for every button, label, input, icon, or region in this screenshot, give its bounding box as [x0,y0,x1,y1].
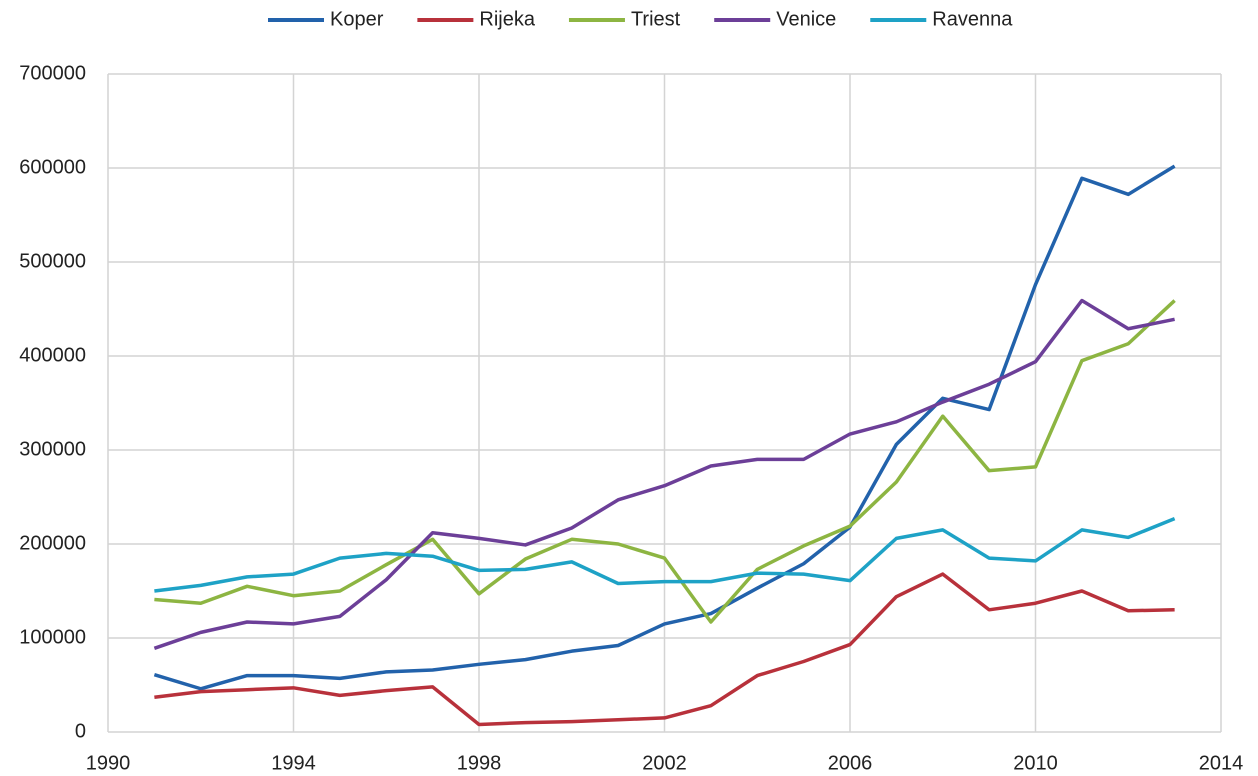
y-tick-label: 700000 [19,62,86,84]
x-tick-label: 2014 [1199,752,1244,774]
legend-label: Koper [330,8,384,30]
series-line [153,298,1175,650]
y-tick-label: 500000 [19,250,86,272]
legend-label: Venice [776,8,836,30]
y-tick-label: 100000 [19,626,86,648]
legend-label: Rijeka [479,8,535,30]
series-line [153,164,1176,691]
y-tick-label: 200000 [19,532,86,554]
series-line [154,572,1175,727]
x-tick-label: 2006 [828,752,873,774]
x-tick-label: 1998 [457,752,502,774]
series-line [154,299,1176,624]
legend-label: Ravenna [932,8,1013,30]
y-tick-label: 400000 [19,344,86,366]
series-line [154,516,1176,593]
x-tick-label: 2010 [1013,752,1058,774]
x-tick-label: 1990 [86,752,131,774]
x-tick-label: 1994 [271,752,316,774]
y-tick-label: 600000 [19,156,86,178]
y-tick-label: 300000 [19,438,86,460]
legend-label: Triest [631,8,681,30]
y-tick-label: 0 [75,720,86,742]
x-tick-label: 2002 [642,752,687,774]
